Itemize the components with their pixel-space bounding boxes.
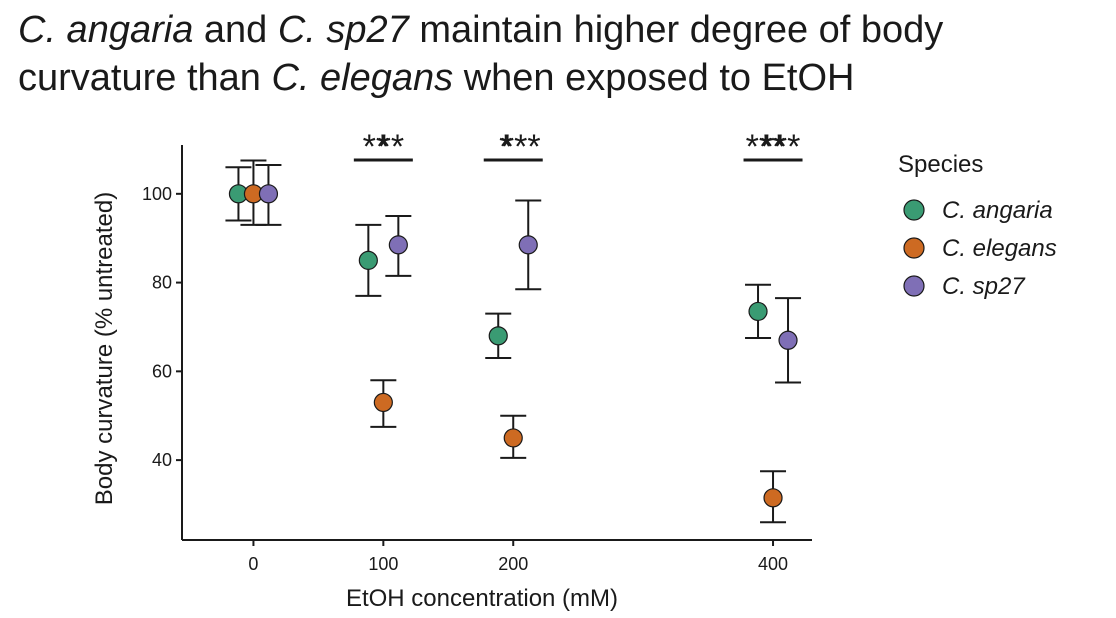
- significance-label: ***: [501, 128, 541, 166]
- x-axis-label: EtOH concentration (mM): [346, 585, 618, 612]
- legend-title: Species: [898, 151, 983, 178]
- significance-annotations: **** **** ******: [353, 128, 803, 166]
- y-tick-label: 100: [142, 184, 172, 204]
- legend-label: C. sp27: [942, 273, 1026, 300]
- data-point: [503, 428, 523, 448]
- significance-label: ***: [761, 128, 801, 166]
- x-tick-label: 0: [248, 554, 258, 574]
- title-part: maintain higher degree of body curvature…: [18, 9, 944, 99]
- y-axis-label: Body curvature (% untreated): [91, 192, 118, 506]
- legend: Species C. angaria C. elegans C. sp27: [898, 151, 1057, 300]
- x-tick-label: 200: [498, 554, 528, 574]
- data-points: [228, 184, 798, 508]
- x-tick-label: 100: [368, 554, 398, 574]
- legend-swatch: [903, 237, 925, 259]
- data-point: [518, 235, 538, 255]
- data-point: [373, 392, 393, 413]
- data-point: [358, 250, 378, 270]
- legend-label: C. elegans: [942, 235, 1057, 262]
- data-point: [778, 330, 798, 350]
- legend-swatch: [903, 199, 925, 221]
- data-point: [488, 326, 508, 346]
- title-part: and: [193, 9, 278, 51]
- x-tick-label: 400: [758, 554, 788, 574]
- axes: 40 60 80 100 0 100 200 400 EtOH concentration (m…: [91, 145, 812, 612]
- legend-swatch: [903, 275, 925, 297]
- error-bars: [225, 159, 802, 524]
- title-part: C. sp27: [277, 9, 409, 51]
- y-tick-label: 40: [152, 450, 172, 470]
- data-point: [763, 488, 783, 508]
- data-point: [388, 235, 408, 255]
- title-part: when exposed to EtOH: [453, 57, 855, 99]
- chart-title: C. angaria and C. sp27 maintain higher d…: [18, 6, 1098, 102]
- y-tick-label: 60: [152, 361, 172, 381]
- title-part: C. angaria: [18, 9, 194, 51]
- data-point: [258, 184, 279, 204]
- title-part: C. elegans: [271, 57, 454, 99]
- legend-label: C. angaria: [942, 197, 1053, 224]
- y-tick-label: 80: [152, 273, 172, 293]
- significance-label: **: [378, 128, 404, 166]
- significance-label: *: [499, 128, 512, 166]
- data-point: [748, 301, 768, 322]
